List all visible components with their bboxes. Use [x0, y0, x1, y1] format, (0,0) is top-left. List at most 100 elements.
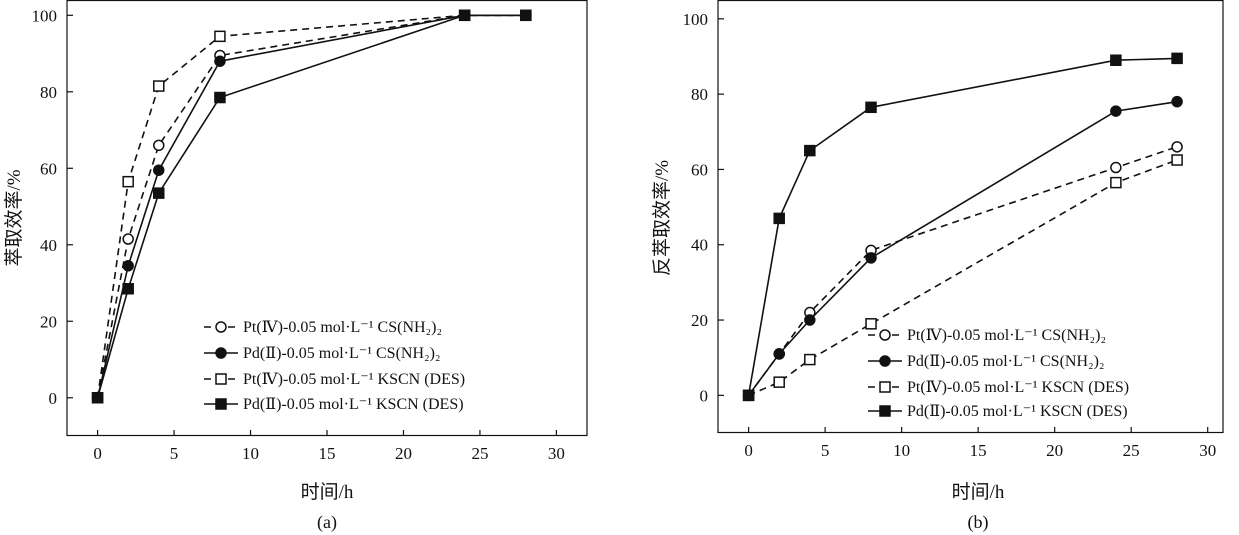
legend-filled-square-marker	[879, 405, 891, 417]
y-tick-label: 60	[691, 160, 708, 179]
legend: Pt(Ⅳ)-0.05 mol·L⁻¹ CS(NH₂)₂ Pd(Ⅱ)-0.05 m…	[204, 319, 465, 413]
data-point-filled-circle	[122, 260, 134, 272]
data-point-filled-square	[865, 101, 877, 114]
data-point-open-circle	[1171, 141, 1183, 153]
legend-label: Pt(Ⅳ)-0.05 mol·L⁻¹ KSCN (DES)	[907, 379, 1129, 396]
y-tick-label: 40	[691, 236, 708, 255]
series-group	[91, 9, 532, 404]
data-point-open-square	[804, 353, 816, 366]
legend-filled-circle-marker	[879, 355, 891, 367]
legend-label: Pt(Ⅳ)-0.05 mol·L⁻¹ CS(NH₂)₂	[243, 319, 442, 336]
axis-ticks: 0 5 10 15 20 25 30 0 20 40 60 80 100	[683, 10, 1217, 460]
plot-frame	[717, 0, 1224, 434]
legend-label: Pt(Ⅳ)-0.05 mol·L⁻¹ KSCN (DES)	[243, 371, 465, 388]
data-point-open-circle	[122, 233, 134, 245]
data-point-filled-square	[1110, 54, 1122, 66]
y-axis-label: 萃取效率/%	[3, 169, 25, 266]
series-group	[742, 52, 1183, 402]
data-point-filled-square	[91, 392, 104, 404]
y-tick-label: 0	[700, 386, 709, 405]
legend-open-square-marker	[879, 381, 891, 393]
y-tick-label: 0	[49, 389, 58, 408]
x-tick-label: 25	[1123, 441, 1140, 460]
x-axis-label: 时间/h	[301, 481, 354, 503]
x-tick-label: 15	[970, 441, 987, 460]
y-tick-label: 100	[683, 10, 709, 29]
x-tick-label: 0	[744, 441, 753, 460]
data-point-open-square	[1110, 176, 1122, 189]
data-point-filled-square	[122, 283, 134, 295]
series-line	[747, 57, 1178, 396]
legend-label: Pt(Ⅳ)-0.05 mol·L⁻¹ CS(NH₂)₂	[907, 327, 1106, 344]
legend-entry: Pd(Ⅱ)-0.05 mol·L⁻¹ KSCN (DES)	[868, 403, 1128, 420]
chart-panel-b: 0 5 10 15 20 25 30 0 20 40 60 80 100 Pt(Ⅳ)-0.05 mol·…	[651, 0, 1224, 533]
x-tick-label: 30	[1199, 441, 1216, 460]
series-line	[96, 14, 526, 398]
axis-ticks: 0 5 10 15 20 25 30 0 20 40 60 80 100	[32, 6, 565, 463]
chart-panel-a: 0 5 10 15 20 25 30 0 20 40 60 80 100 Pt(Ⅳ)-0.05 mol·…	[3, 0, 588, 533]
data-point-open-square	[1171, 154, 1183, 166]
y-tick-label: 60	[40, 159, 57, 178]
legend-open-circle-marker	[879, 329, 891, 341]
data-point-filled-square	[458, 9, 471, 22]
data-point-filled-square	[742, 389, 755, 402]
y-tick-label: 40	[40, 236, 57, 255]
y-tick-label: 20	[40, 312, 57, 331]
legend: Pt(Ⅳ)-0.05 mol·L⁻¹ CS(NH₂)₂ Pd(Ⅱ)-0.05 m…	[868, 327, 1129, 420]
data-point-open-circle	[153, 139, 165, 152]
data-point-filled-square	[1171, 52, 1183, 65]
x-tick-label: 25	[471, 444, 488, 463]
data-point-filled-circle	[773, 348, 785, 360]
series-line	[96, 14, 526, 398]
data-point-filled-circle	[153, 164, 165, 176]
data-point-open-square	[214, 30, 226, 43]
y-tick-label: 80	[691, 85, 708, 104]
series-line	[96, 14, 526, 398]
y-tick-label: 100	[32, 6, 58, 25]
data-point-open-square	[773, 376, 785, 388]
x-tick-label: 5	[821, 441, 830, 460]
series-line	[747, 100, 1178, 396]
data-point-filled-square	[153, 187, 165, 199]
data-point-filled-square	[773, 212, 785, 225]
legend-label: Pd(Ⅱ)-0.05 mol·L⁻¹ CS(NH₂)₂	[907, 353, 1104, 370]
legend-entry: Pd(Ⅱ)-0.05 mol·L⁻¹ CS(NH₂)₂	[204, 345, 440, 362]
y-tick-label: 80	[40, 83, 57, 102]
x-tick-label: 10	[242, 444, 259, 463]
data-point-open-square	[865, 318, 877, 330]
legend-entry: Pt(Ⅳ)-0.05 mol·L⁻¹ CS(NH₂)₂	[204, 319, 442, 336]
x-tick-label: 0	[93, 444, 102, 463]
data-point-filled-circle	[214, 55, 226, 67]
data-point-filled-square	[804, 144, 816, 157]
x-tick-label: 5	[170, 444, 179, 463]
y-tick-label: 20	[691, 311, 708, 330]
data-point-open-square	[153, 80, 165, 92]
legend-open-square-marker	[215, 373, 227, 385]
legend-label: Pd(Ⅱ)-0.05 mol·L⁻¹ KSCN (DES)	[907, 403, 1128, 420]
data-point-filled-circle	[865, 252, 877, 264]
data-point-filled-circle	[804, 314, 816, 326]
x-tick-label: 15	[319, 444, 336, 463]
x-axis-label: 时间/h	[952, 481, 1005, 503]
legend-entry: Pd(Ⅱ)-0.05 mol·L⁻¹ CS(NH₂)₂	[868, 353, 1104, 370]
legend-entry: Pt(Ⅳ)-0.05 mol·L⁻¹ KSCN (DES)	[868, 379, 1129, 396]
legend-open-circle-marker	[215, 321, 227, 333]
data-point-filled-square	[214, 91, 226, 104]
legend-entry: Pt(Ⅳ)-0.05 mol·L⁻¹ KSCN (DES)	[204, 371, 465, 388]
legend-filled-square-marker	[215, 398, 227, 410]
data-point-open-square	[122, 175, 134, 188]
legend-filled-circle-marker	[215, 347, 227, 359]
legend-label: Pd(Ⅱ)-0.05 mol·L⁻¹ CS(NH₂)₂	[243, 345, 440, 362]
x-tick-label: 20	[395, 444, 412, 463]
series-line	[96, 14, 526, 399]
x-tick-label: 20	[1046, 441, 1063, 460]
data-point-open-circle	[1110, 161, 1122, 174]
legend-entry: Pd(Ⅱ)-0.05 mol·L⁻¹ KSCN (DES)	[204, 396, 464, 413]
data-point-filled-circle	[1110, 105, 1122, 117]
x-tick-label: 30	[548, 444, 565, 463]
legend-label: Pd(Ⅱ)-0.05 mol·L⁻¹ KSCN (DES)	[243, 396, 464, 413]
legend-entry: Pt(Ⅳ)-0.05 mol·L⁻¹ CS(NH₂)₂	[868, 327, 1106, 344]
panel-caption: (b)	[968, 512, 989, 533]
data-point-filled-square	[520, 9, 532, 22]
